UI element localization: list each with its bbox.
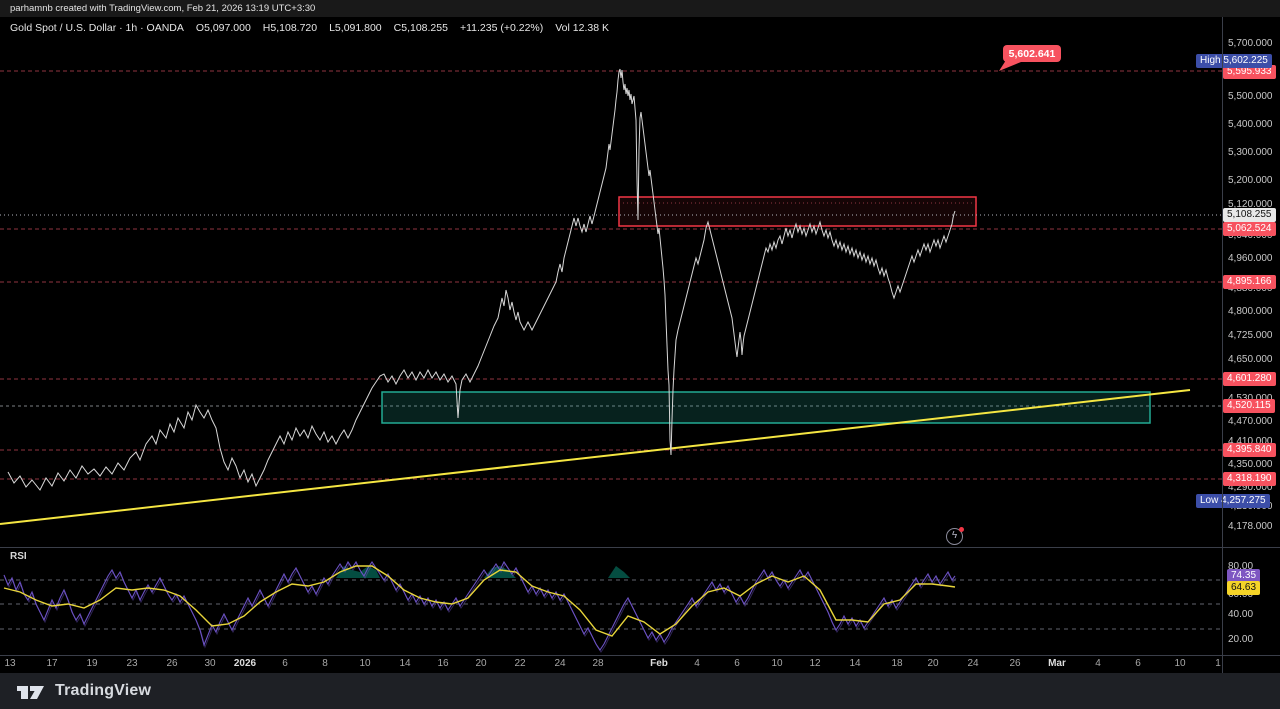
time-tick-label: 13 — [4, 658, 16, 669]
legend-low: L5,091.800 — [329, 21, 382, 34]
time-tick-label: 8 — [322, 658, 328, 669]
price-tick-label: 4,800.000 — [1228, 306, 1273, 317]
price-tick-label: 5,700.000 — [1228, 38, 1273, 49]
time-tick-label: 18 — [891, 658, 903, 669]
high-label: High 5,602.225 — [1196, 54, 1272, 68]
legend-close: C5,108.255 — [393, 21, 448, 34]
rsi-pane-canvas[interactable] — [0, 548, 1222, 655]
price-tick-label: 4,725.000 — [1228, 330, 1273, 341]
price-tick-label: 5,200.000 — [1228, 175, 1273, 186]
legend-open: O5,097.000 — [195, 21, 251, 34]
time-tick-label: 10 — [359, 658, 371, 669]
time-tick-label: 6 — [734, 658, 740, 669]
rsi-overbought-fill — [608, 566, 630, 578]
price-level-label: 4,395.840 — [1223, 443, 1276, 457]
price-tick-label: 4,650.000 — [1228, 354, 1273, 365]
price-tick-label: 4,178.000 — [1228, 521, 1273, 532]
demand-zone-box[interactable] — [381, 391, 1151, 424]
rsi-tick-label: 80.00 — [1228, 561, 1254, 572]
time-tick-label: 6 — [282, 658, 288, 669]
time-tick-label: 16 — [437, 658, 449, 669]
price-tick-label: 5,400.000 — [1228, 119, 1273, 130]
legend-volume: Vol 12.38 K — [555, 21, 609, 34]
time-tick-label: 1 — [1215, 658, 1221, 669]
rsi-ma-line[interactable] — [3, 565, 956, 637]
price-pane-canvas[interactable]: 5,602.641 — [0, 17, 1222, 547]
rsi-line-shadow — [4, 563, 957, 653]
price-level-label: 4,601.280 — [1223, 372, 1276, 386]
time-tick-label: 17 — [46, 658, 58, 669]
symbol-title[interactable]: Gold Spot / U.S. Dollar · 1h · OANDA — [10, 21, 184, 34]
legend-high: H5,108.720 — [262, 21, 318, 34]
price-tick-label: 5,120.000 — [1228, 199, 1273, 210]
lightning-icon[interactable]: ϟ — [946, 527, 964, 545]
time-tick-label: 28 — [592, 658, 604, 669]
attribution-bar: parhamnb created with TradingView.com, F… — [0, 0, 1280, 17]
price-tick-label: 4,290.000 — [1228, 482, 1273, 493]
price-level-label: 4,520.115 — [1223, 399, 1275, 413]
price-scale-border — [1222, 17, 1223, 673]
price-level-label: 4,318.190 — [1223, 472, 1276, 486]
rsi-tick-label: 20.00 — [1228, 634, 1254, 645]
price-level-label: 4,895.166 — [1223, 275, 1276, 289]
time-tick-label: 20 — [927, 658, 939, 669]
price-tick-label: 4,470.000 — [1228, 416, 1273, 427]
time-tick-label: 14 — [849, 658, 861, 669]
time-tick-label: 23 — [126, 658, 138, 669]
time-tick-label: 6 — [1135, 658, 1141, 669]
time-axis-separator — [0, 655, 1280, 656]
time-tick-label: 14 — [399, 658, 411, 669]
price-tick-label: 4,410.000 — [1228, 436, 1273, 447]
time-tick-label: 22 — [514, 658, 526, 669]
price-callout-text: 5,602.641 — [1009, 48, 1056, 60]
brand-name[interactable]: TradingView — [55, 682, 152, 699]
time-tick-label: 30 — [204, 658, 216, 669]
time-tick-label: 26 — [166, 658, 178, 669]
time-tick-label: 24 — [967, 658, 979, 669]
price-tick-label: 4,530.000 — [1228, 393, 1273, 405]
time-tick-label: 20 — [475, 658, 487, 669]
time-tick-label: 10 — [771, 658, 783, 669]
time-tick-label: 10 — [1174, 658, 1186, 669]
price-series[interactable] — [7, 68, 956, 491]
rsi-ma-value-label: 64.63 — [1227, 581, 1261, 595]
tradingview-logo-icon[interactable] — [16, 682, 46, 701]
time-tick-label: 4 — [694, 658, 700, 669]
price-level-label: 5,062.524 — [1223, 222, 1276, 236]
supply-zone-box[interactable] — [618, 196, 977, 227]
time-tick-label: 2026 — [233, 658, 257, 669]
price-tick-label: 4,350.000 — [1228, 459, 1273, 470]
rsi-line[interactable] — [3, 560, 956, 651]
pane-separator[interactable] — [0, 547, 1280, 548]
price-level-label: 5,595.933 — [1223, 65, 1276, 79]
rsi-tick-label: 40.00 — [1228, 609, 1254, 620]
time-tick-label: Mar — [1048, 658, 1066, 669]
price-tick-label: 4,960.000 — [1228, 253, 1273, 264]
last-price-label: 5,108.255 — [1223, 208, 1276, 222]
price-callout[interactable] — [1003, 45, 1061, 62]
attribution-text: parhamnb created with TradingView.com, F… — [10, 3, 316, 14]
time-tick-label: Feb — [650, 658, 668, 669]
symbol-legend[interactable]: Gold Spot / U.S. Dollar · 1h · OANDA O5,… — [10, 21, 609, 34]
price-tick-label: 5,500.000 — [1228, 91, 1273, 102]
time-tick-label: 26 — [1009, 658, 1021, 669]
price-tick-label: 5,300.000 — [1228, 147, 1273, 158]
rsi-indicator-title[interactable]: RSI — [10, 551, 27, 562]
footer-bar: TradingView — [0, 673, 1280, 709]
legend-change: +11.235 (+0.22%) — [459, 21, 544, 34]
time-tick-label: 12 — [809, 658, 821, 669]
time-tick-label: 19 — [86, 658, 98, 669]
low-label: Low 4,257.275 — [1196, 494, 1270, 508]
time-tick-label: 24 — [554, 658, 566, 669]
rsi-value-label: 74.35 — [1227, 569, 1261, 583]
time-tick-label: 4 — [1095, 658, 1101, 669]
trendline[interactable] — [0, 389, 1191, 525]
